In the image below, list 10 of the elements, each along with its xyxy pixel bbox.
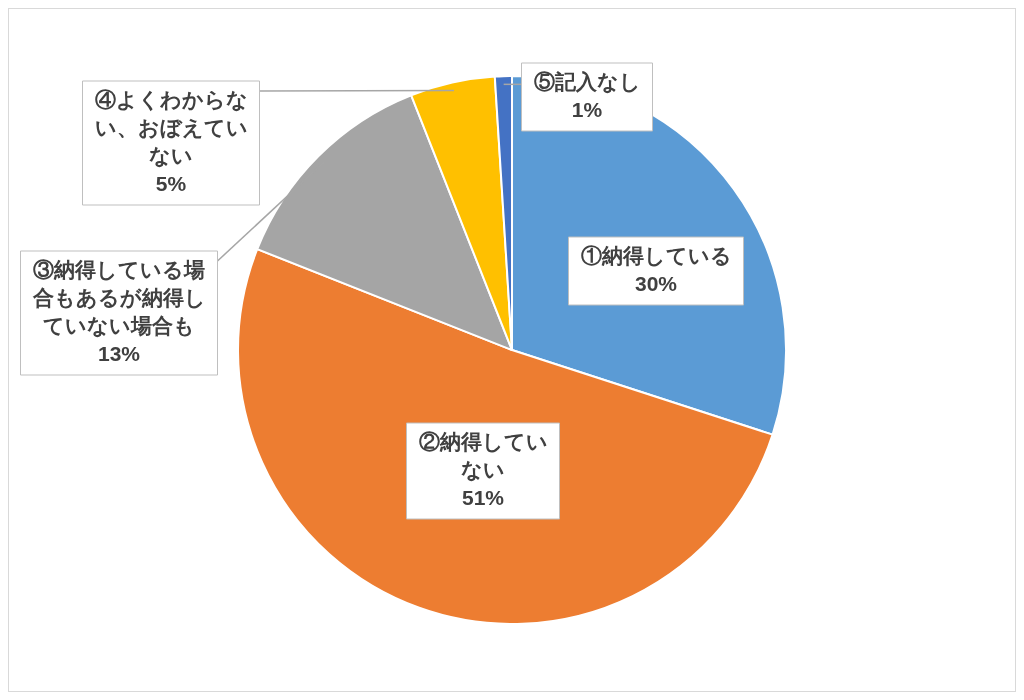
data-label: 13% [97, 341, 141, 365]
slice-label: ④よくわからない、おぼえていない [94, 87, 248, 168]
slice-label: ⑤記入なし [533, 69, 641, 94]
slice-label: ③納得している場合もあるが納得していない場合も [31, 257, 206, 338]
slice-label: ①納得している [580, 243, 732, 267]
data-label: 30% [634, 271, 678, 295]
data-label: 51% [461, 485, 505, 509]
data-label: 5% [155, 171, 187, 195]
slice-label: ②納得していない [418, 429, 548, 482]
data-label: 1% [571, 97, 603, 121]
